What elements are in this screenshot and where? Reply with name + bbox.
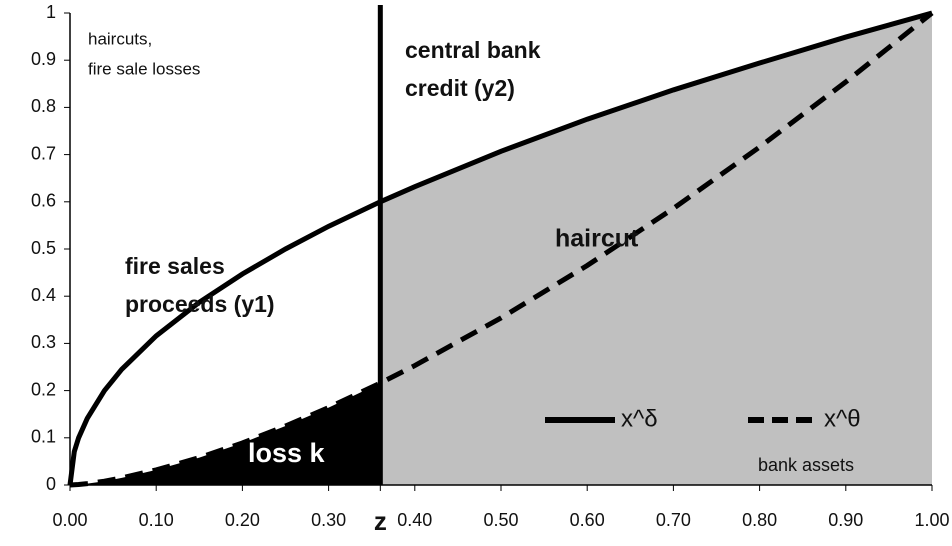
annotation: loss k [248, 438, 326, 468]
annotation: bank assets [758, 455, 854, 475]
x-tick-label: 0.20 [225, 510, 260, 530]
annotation: haircuts, [88, 29, 152, 48]
y-tick-label: 0.7 [31, 143, 56, 163]
y-tick-label: 0.8 [31, 96, 56, 116]
x-tick-label: 0.60 [570, 510, 605, 530]
y-tick-label: 0.2 [31, 379, 56, 399]
y-tick-label: 1 [46, 2, 56, 22]
x-tick-label: 0.00 [52, 510, 87, 530]
x-tick-label: 0.30 [311, 510, 346, 530]
annotation: fire sale losses [88, 59, 200, 78]
x-tick-label: 0.90 [828, 510, 863, 530]
y-tick-label: 0.5 [31, 238, 56, 258]
series-line [69, 11, 934, 488]
x-tick-label: z [374, 506, 387, 536]
x-tick-label: 0.70 [656, 510, 691, 530]
annotation: haircut [555, 225, 639, 253]
y-tick-label: 0.4 [31, 285, 56, 305]
y-tick-label: 0.6 [31, 191, 56, 211]
y-tick-label: 0 [46, 474, 56, 494]
annotation: fire sales [125, 253, 225, 279]
y-tick-label: 0.3 [31, 332, 56, 352]
annotation: credit (y2) [405, 75, 515, 101]
x-tick-label: 0.10 [139, 510, 174, 530]
annotation: central bank [405, 37, 541, 63]
series-line [67, 10, 933, 486]
x-tick-label: 1.00 [914, 510, 949, 530]
legend-label: x^θ [824, 405, 861, 432]
loss-area [70, 383, 381, 485]
x-tick-label: 0.80 [742, 510, 777, 530]
annotation: proceeds (y1) [125, 291, 275, 317]
x-tick-label: 0.50 [483, 510, 518, 530]
y-tick-label: 0.1 [31, 427, 56, 447]
haircut-area [380, 13, 932, 485]
legend-label: x^δ [621, 405, 658, 432]
x-tick-label: 0.40 [397, 510, 432, 530]
y-tick-label: 0.9 [31, 49, 56, 69]
